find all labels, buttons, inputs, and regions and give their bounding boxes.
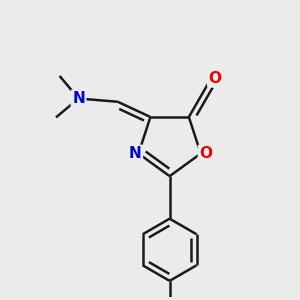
Text: N: N — [129, 146, 142, 161]
Text: O: O — [199, 146, 212, 161]
Text: O: O — [208, 71, 221, 86]
Text: N: N — [72, 91, 85, 106]
